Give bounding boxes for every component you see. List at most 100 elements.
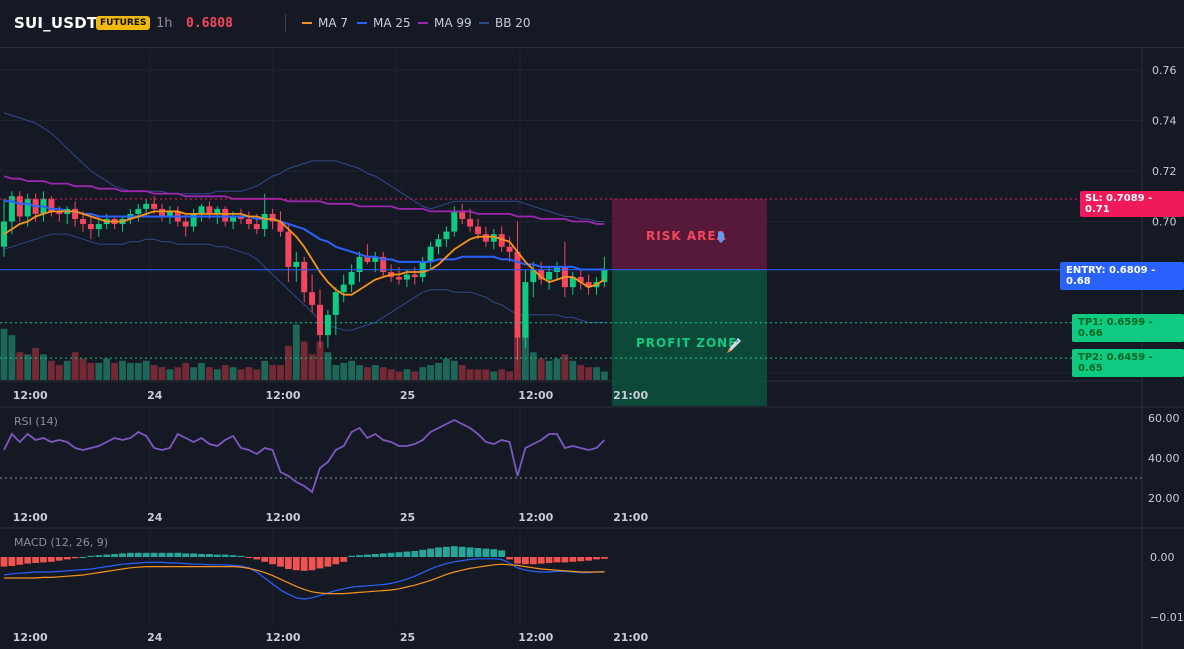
- macd-histogram-bar: [0, 557, 8, 567]
- macd-histogram-bar: [158, 552, 166, 557]
- last-price: 0.6808: [186, 16, 233, 31]
- candle: [198, 203, 205, 222]
- candle: [119, 216, 126, 232]
- volume-bar: [71, 352, 79, 380]
- volume-bar: [443, 358, 450, 380]
- price-tick-label: 0.76: [1152, 64, 1177, 77]
- ma7-line: [3, 210, 605, 296]
- candle: [277, 211, 284, 237]
- time-tick-label: 24: [147, 389, 163, 402]
- macd-histogram-bar: [221, 554, 229, 557]
- volume-bar: [150, 365, 158, 380]
- macd-histogram-bar: [87, 555, 95, 557]
- candle: [135, 203, 142, 222]
- macd-histogram-bar: [245, 557, 253, 558]
- macd-histogram-bar: [24, 557, 32, 564]
- volume-bar: [316, 341, 324, 380]
- legend-ma7[interactable]: MA 7: [302, 16, 348, 30]
- volume-bar: [411, 371, 419, 380]
- volume-bar: [356, 365, 363, 380]
- timeframe-label[interactable]: 1h: [156, 16, 173, 31]
- candle-body: [277, 221, 284, 232]
- time-tick-label: 12:00: [266, 389, 301, 402]
- macd-histogram-bar: [458, 546, 466, 557]
- legend-ma25[interactable]: MA 25: [357, 16, 411, 30]
- volume-bar: [8, 335, 16, 380]
- candle-body: [522, 282, 529, 338]
- macd-tick-label: −0.01: [1150, 611, 1184, 624]
- volume-bar: [127, 362, 134, 380]
- volume-bar: [593, 367, 600, 380]
- volume-bar: [142, 360, 150, 380]
- trade-zones: RISK AREA PROFIT ZONE: [612, 199, 767, 406]
- volume-bar: [332, 365, 340, 380]
- candle-body: [577, 277, 584, 283]
- candle: [388, 264, 395, 283]
- macd-histogram-bar: [213, 554, 221, 557]
- rsi-title: RSI (14): [14, 415, 58, 428]
- rsi-line: [3, 418, 606, 494]
- volume-bar: [55, 365, 63, 380]
- legend-bb20[interactable]: BB 20: [479, 16, 531, 30]
- macd-histogram-bar: [506, 557, 513, 560]
- candle-body: [451, 211, 458, 232]
- volume-bar: [269, 365, 276, 380]
- volume-bar: [529, 352, 537, 380]
- macd-histogram-bar: [127, 552, 134, 557]
- time-tick-label: 12:00: [266, 511, 301, 524]
- volume-bar: [221, 365, 229, 380]
- macd-histogram-bar: [71, 557, 79, 559]
- time-tick-label: 12:00: [13, 511, 48, 524]
- candle-body: [222, 208, 229, 222]
- volume-bar: [601, 371, 608, 380]
- candle-body: [546, 272, 553, 280]
- symbol-name[interactable]: SUI_USDT: [14, 14, 98, 32]
- candle: [8, 191, 15, 235]
- candle: [546, 266, 553, 290]
- candle: [601, 256, 608, 288]
- candle: [190, 208, 197, 232]
- volume-bar: [569, 360, 577, 380]
- volume-bar: [340, 362, 348, 380]
- futures-badge: FUTURES: [96, 16, 151, 30]
- macd-histogram-bar: [237, 555, 245, 557]
- volume-bar: [364, 367, 371, 380]
- time-tick-label: 21:00: [613, 511, 648, 524]
- volume-bar: [522, 316, 529, 380]
- volume-bar: [371, 365, 379, 380]
- macd-histogram-bar: [545, 557, 553, 563]
- macd-histogram-bar: [292, 557, 300, 571]
- rocket-icon: [727, 338, 741, 353]
- volume-bar: [435, 362, 442, 380]
- candle-body: [72, 208, 79, 219]
- macd-histogram-bar: [522, 557, 529, 565]
- axis-labels: 0.760.740.720.700.680.660.6412:002412:00…: [13, 64, 1184, 644]
- macd-histogram-bar: [63, 557, 71, 560]
- macd-histogram-bar: [387, 552, 395, 557]
- time-tick-label: 24: [147, 511, 163, 524]
- candle-body: [403, 274, 410, 280]
- candle: [285, 224, 292, 283]
- entry-price-label: ENTRY: 0.6809 - 0.68: [1060, 262, 1184, 290]
- candle: [87, 216, 94, 240]
- candle-body: [427, 246, 434, 262]
- macd-histogram-bar: [119, 553, 126, 557]
- profit-zone: [612, 269, 767, 406]
- volume-bar: [206, 367, 213, 380]
- candle: [293, 251, 300, 283]
- macd-histogram-bar: [316, 557, 324, 569]
- macd-histogram-bar: [206, 554, 213, 557]
- volume-bar: [134, 362, 142, 380]
- volume-bar: [261, 360, 269, 380]
- macd-histogram-bar: [229, 555, 237, 557]
- candle-body: [530, 269, 537, 283]
- candle-body: [332, 292, 339, 315]
- volume-bar: [561, 354, 569, 380]
- legend-ma99[interactable]: MA 99: [418, 16, 472, 30]
- candle-body: [151, 203, 158, 209]
- macd-histogram-bar: [55, 557, 63, 561]
- candle: [530, 261, 537, 298]
- volume-bar: [348, 360, 355, 380]
- volume-bar: [285, 345, 292, 380]
